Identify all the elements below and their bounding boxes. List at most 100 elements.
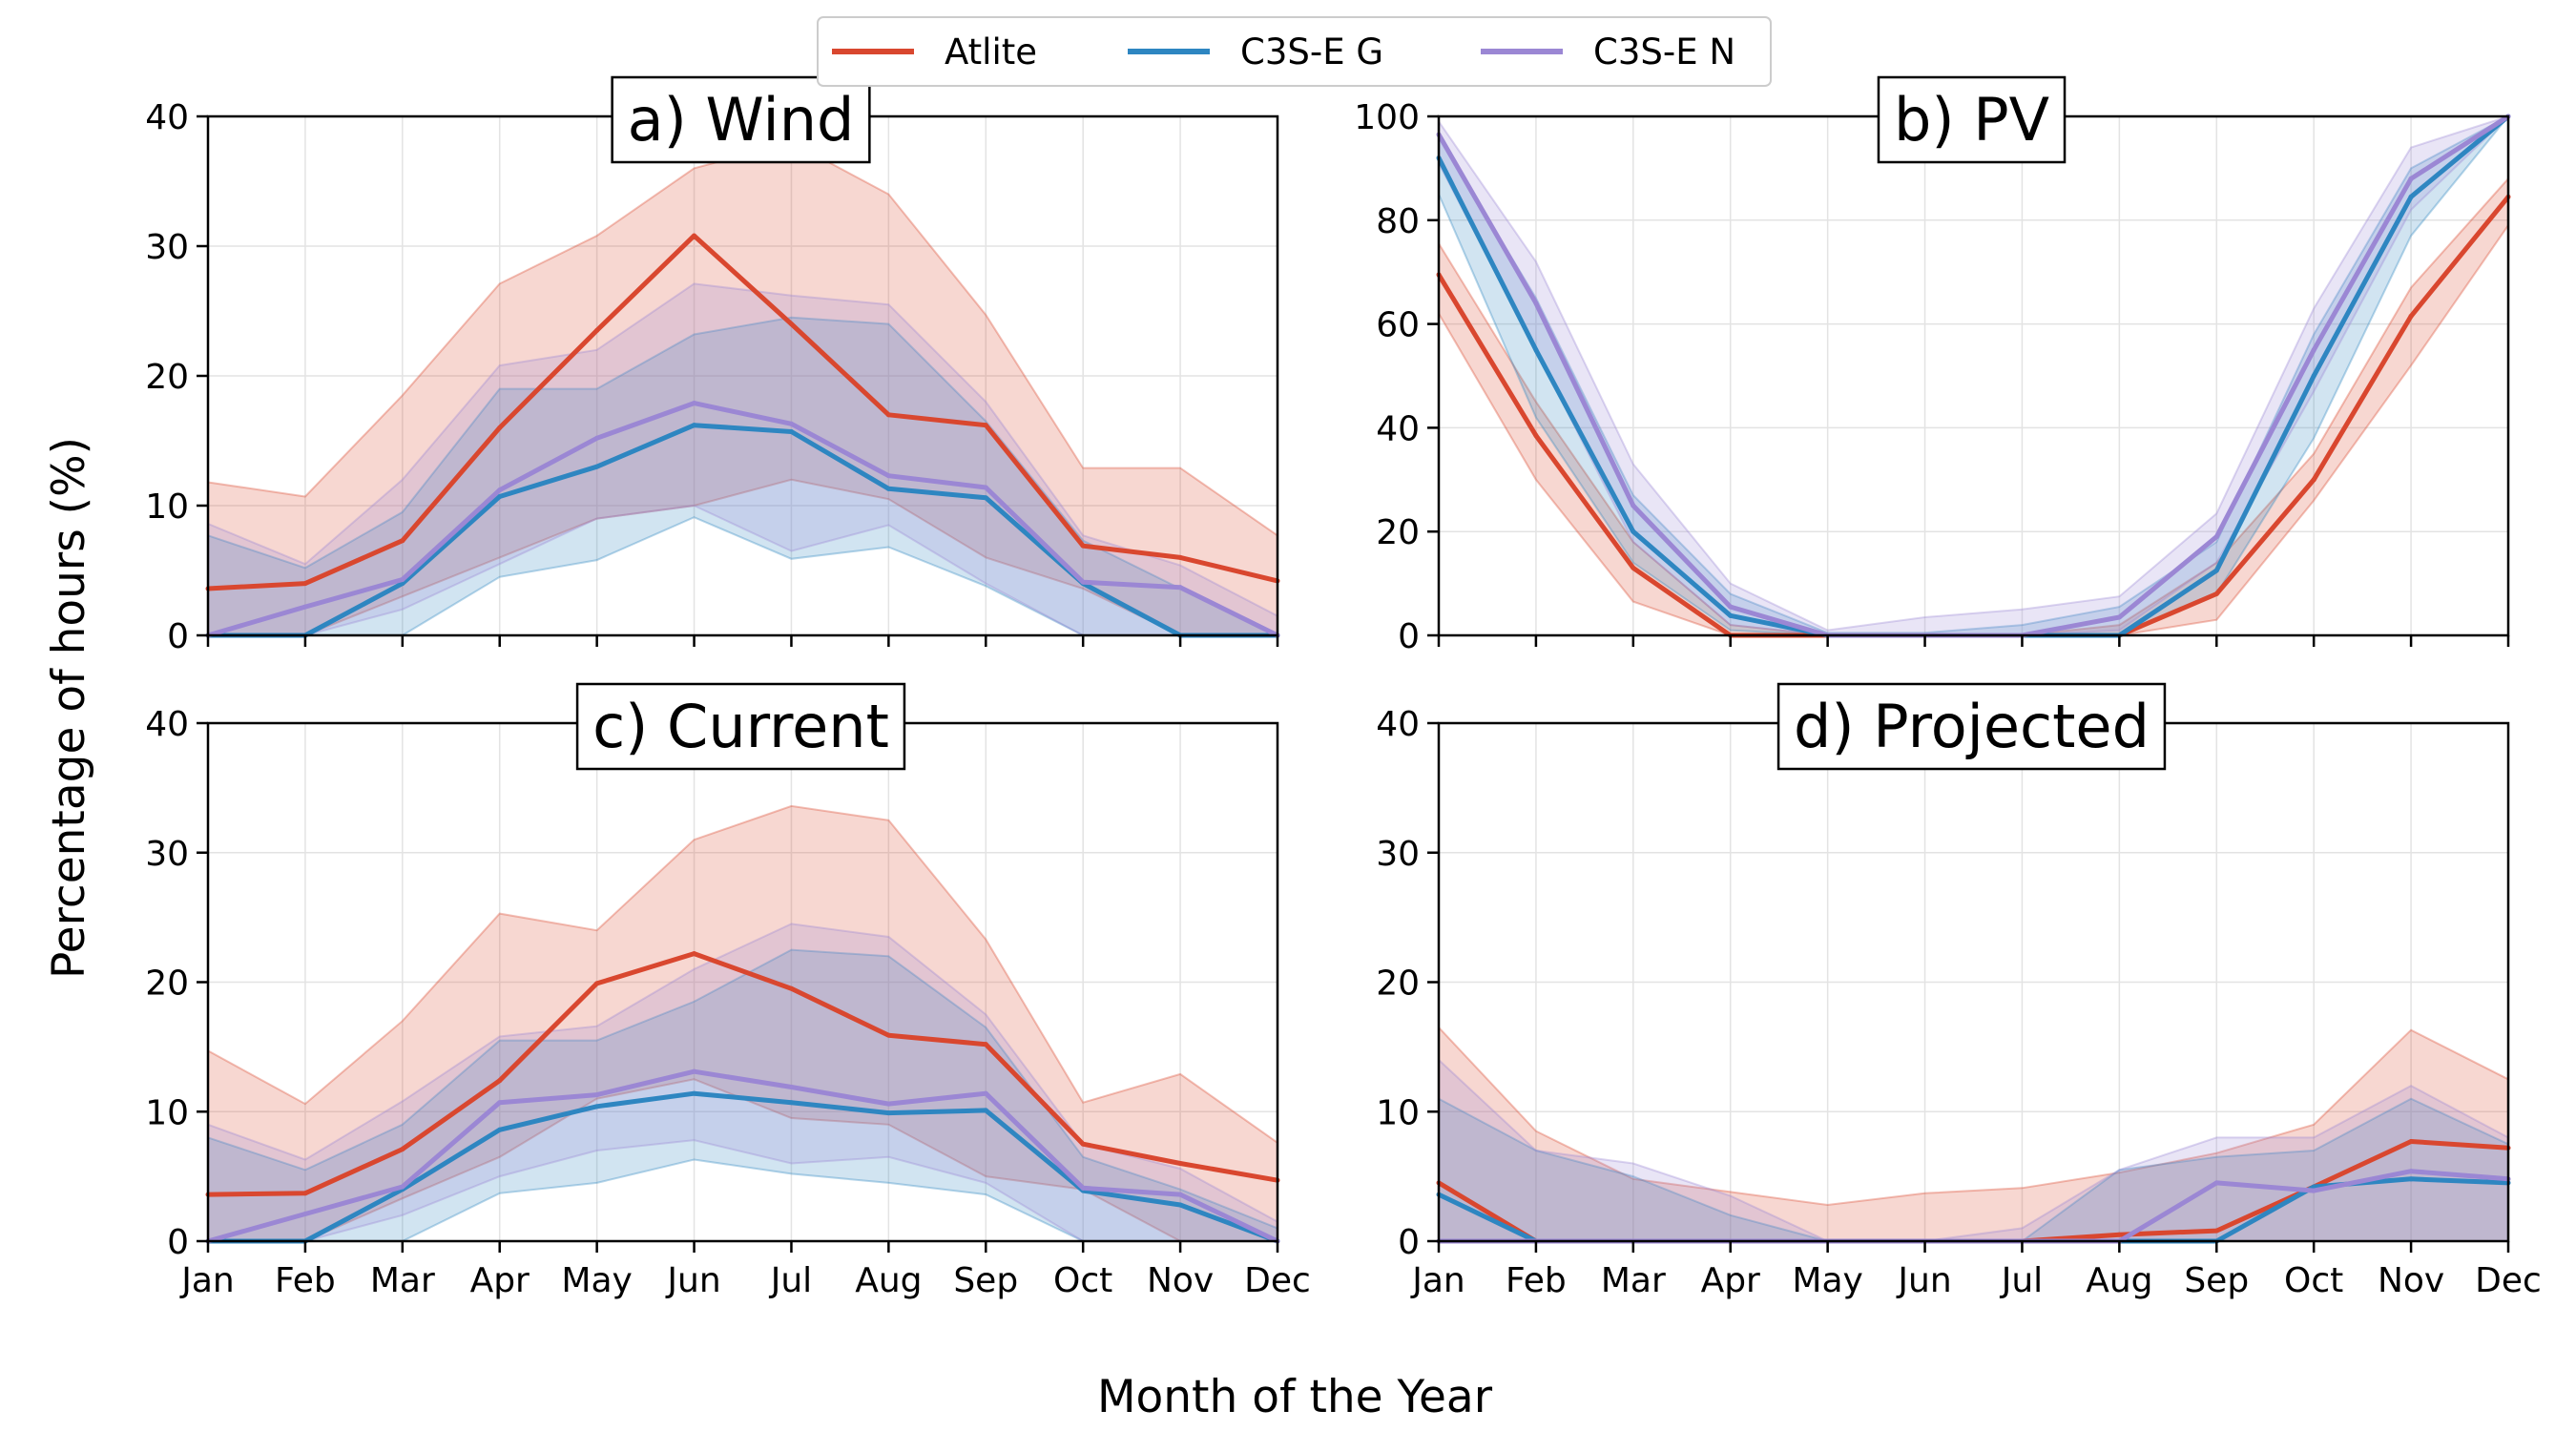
- x-tick-label: Sep: [953, 1261, 1018, 1300]
- data-point-atlite: [2408, 1138, 2414, 1144]
- y-tick-label: 0: [167, 617, 189, 656]
- legend-label-atlite: Atlite: [945, 31, 1037, 73]
- data-point-c3s-e-g: [692, 1090, 697, 1096]
- panel-title-frame: [1776, 682, 2167, 771]
- data-point-atlite: [302, 581, 308, 587]
- y-tick-label: 30: [145, 835, 189, 874]
- panel-a-wind: 0 10 20 30 40 a) Wind: [145, 75, 1280, 656]
- data-point-atlite: [983, 423, 988, 428]
- data-point-atlite: [302, 1191, 308, 1196]
- x-tick-label: Aug: [2086, 1261, 2152, 1300]
- data-point-c3s-e-g: [983, 1108, 988, 1113]
- data-point-c3s-e-g: [1533, 347, 1539, 353]
- data-point-c3s-e-n: [2213, 534, 2219, 540]
- y-tick-label: 20: [1376, 964, 1420, 1004]
- panel-title-box: c) Current: [575, 682, 906, 771]
- data-point-c3s-e-g: [788, 428, 794, 434]
- data-point-c3s-e-n: [2213, 1180, 2219, 1186]
- data-point-atlite: [1631, 565, 1636, 570]
- data-point-c3s-e-n: [1177, 1192, 1183, 1197]
- data-point-atlite: [2116, 1232, 2122, 1237]
- series-line-c3s-e-n: [207, 1068, 1279, 1244]
- x-tick-label: Dec: [1244, 1261, 1311, 1300]
- data-point-c3s-e-n: [1080, 1185, 1086, 1191]
- data-point-atlite: [1080, 1141, 1086, 1147]
- legend-frame: [817, 16, 1772, 87]
- y-tick-label: 40: [145, 705, 189, 744]
- x-tick-label: Mar: [370, 1261, 435, 1300]
- y-tick-label: 20: [1376, 513, 1420, 552]
- data-point-atlite: [400, 1147, 405, 1152]
- data-point-c3s-e-n: [497, 1100, 503, 1106]
- data-point-atlite: [594, 327, 600, 333]
- y-tick-label: 100: [1354, 98, 1420, 137]
- data-point-c3s-e-g: [885, 486, 891, 491]
- data-point-c3s-e-g: [2213, 568, 2219, 573]
- data-point-c3s-e-n: [692, 401, 697, 406]
- data-point-c3s-e-n: [1080, 579, 1086, 585]
- y-axis-title: Percentage of hours (%): [43, 437, 95, 979]
- x-tick-label: Oct: [1053, 1261, 1112, 1300]
- data-point-c3s-e-g: [497, 493, 503, 499]
- data-point-c3s-e-n: [1631, 503, 1636, 508]
- panel-title: a) Wind: [628, 85, 855, 155]
- data-point-c3s-e-n: [2408, 176, 2414, 181]
- data-point-atlite: [788, 985, 794, 991]
- x-tick-label: May: [1792, 1261, 1862, 1300]
- y-tick-label: 60: [1376, 306, 1420, 345]
- data-point-atlite: [2213, 591, 2219, 596]
- data-point-c3s-e-g: [692, 423, 697, 428]
- data-point-c3s-e-g: [497, 1127, 503, 1132]
- legend-item-c3se-n: C3S-E N: [1481, 31, 1735, 73]
- panel-c-current: 0 10 20 30 40 Jan Feb Mar Apr May Jun Jul Aug Sep Oct N…: [145, 682, 1311, 1300]
- x-tick-label: May: [561, 1261, 632, 1300]
- y-tick-label: 10: [145, 1093, 189, 1132]
- data-point-c3s-e-n: [302, 1211, 308, 1216]
- data-point-c3s-e-n: [983, 485, 988, 490]
- data-point-c3s-e-n: [788, 1084, 794, 1089]
- x-axis-title: Month of the Year: [1097, 1371, 1493, 1423]
- data-point-c3s-e-n: [788, 421, 794, 426]
- x-tick-label: Jul: [769, 1261, 812, 1300]
- panel-title: c) Current: [592, 692, 889, 761]
- x-tick-label: Dec: [2475, 1261, 2542, 1300]
- y-tick-label: 0: [1398, 1223, 1420, 1262]
- legend-item-atlite: Atlite: [832, 31, 1037, 73]
- data-point-c3s-e-n: [594, 435, 600, 441]
- data-point-c3s-e-n: [885, 473, 891, 479]
- x-tick-label: Nov: [2378, 1261, 2444, 1300]
- y-tick-label: 30: [145, 228, 189, 267]
- series-line-atlite: [207, 951, 1278, 1197]
- x-tick-label: Oct: [2284, 1261, 2343, 1300]
- data-point-c3s-e-n: [400, 1184, 405, 1190]
- y-tick-label: 20: [145, 964, 189, 1004]
- y-tick-label: 0: [1398, 617, 1420, 656]
- x-tick-label: Jan: [179, 1261, 235, 1300]
- series-line-atlite: [207, 233, 1278, 591]
- data-point-atlite: [497, 425, 503, 430]
- legend: Atlite C3S-E G C3S-E N: [817, 16, 1772, 87]
- data-point-c3s-e-g: [885, 1110, 891, 1116]
- y-tick-label: 0: [167, 1223, 189, 1262]
- data-point-c3s-e-g: [594, 464, 600, 469]
- data-point-c3s-e-n: [1533, 301, 1539, 306]
- data-point-atlite: [1177, 1161, 1183, 1167]
- data-point-c3s-e-g: [1728, 612, 1734, 618]
- panel-title-frame: [1877, 75, 2067, 164]
- panel-b-pv: 0 20 40 60 80 100 b) PV: [1354, 75, 2511, 656]
- data-point-atlite: [885, 412, 891, 418]
- y-tick-label: 20: [145, 358, 189, 397]
- data-point-c3s-e-n: [2311, 347, 2316, 353]
- series-line-c3s-e-g: [208, 423, 1278, 638]
- x-tick-label: Apr: [1701, 1261, 1760, 1300]
- panel-title-box: d) Projected: [1776, 682, 2167, 771]
- data-point-atlite: [2408, 313, 2414, 319]
- panel-title: b) PV: [1894, 85, 2049, 155]
- x-tick-label: Jul: [2000, 1261, 2043, 1300]
- data-point-atlite: [1533, 433, 1539, 439]
- legend-item-c3se-g: C3S-E G: [1128, 31, 1383, 73]
- data-point-c3s-e-g: [983, 495, 988, 501]
- x-tick-label: Feb: [1506, 1261, 1567, 1300]
- x-tick-label: Feb: [275, 1261, 336, 1300]
